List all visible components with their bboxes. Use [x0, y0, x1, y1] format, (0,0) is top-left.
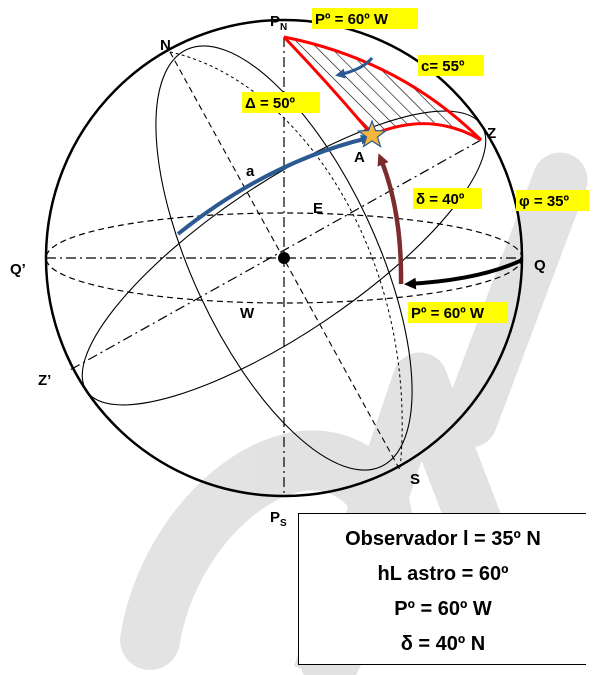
declination-arc [377, 153, 404, 285]
svg-text:φ = 35º: φ = 35º [519, 193, 570, 210]
axis-zenith [69, 139, 482, 371]
hour-angle-arc [404, 258, 523, 290]
info-altitude: hL astro = 60º [377, 563, 509, 585]
label-z-prime: Z’ [38, 372, 51, 389]
triangle-side-pn-z [283, 35, 483, 142]
label-n: N [160, 37, 171, 54]
great-circle-horizon [81, 110, 487, 406]
label-a-small: a [246, 163, 255, 180]
label-a-star: A [354, 149, 365, 166]
svg-text:c= 55º: c= 55º [421, 58, 465, 75]
label-pn: PN [270, 13, 287, 33]
highlight-colatitude: c= 55º [418, 55, 484, 76]
label-w: W [240, 305, 255, 322]
highlight-pole-angle-bottom: Pº = 60º W [408, 302, 508, 323]
label-e: E [313, 200, 323, 217]
highlight-polar-distance: Δ = 50º [242, 92, 320, 113]
svg-text:Pº = 60º W: Pº = 60º W [315, 11, 389, 28]
label-ps: PS [270, 509, 287, 529]
svg-text:δ = 40º: δ = 40º [416, 191, 465, 208]
triangle-side-pn-a [282, 35, 374, 136]
highlight-pole-angle-top: Pº = 60º W [312, 8, 418, 29]
info-observer: Observador l = 35º N [345, 528, 541, 550]
info-pole-angle: Pº = 60º W [394, 598, 492, 620]
label-q: Q [534, 257, 546, 274]
svg-text:Pº = 60º W: Pº = 60º W [411, 305, 485, 322]
altitude-arc [176, 134, 371, 236]
highlight-declination: δ = 40º [413, 188, 482, 209]
info-declination: δ = 40º N [400, 633, 486, 655]
svg-text:Δ = 50º: Δ = 50º [245, 95, 296, 112]
label-s: S [410, 471, 420, 488]
angle-arrow [335, 56, 374, 79]
label-q-prime: Q’ [10, 261, 26, 278]
info-box: Observador l = 35º N hL astro = 60º Pº =… [298, 513, 586, 665]
star-icon [356, 119, 388, 148]
hatched-triangle [284, 37, 481, 140]
label-z: Z [487, 125, 496, 142]
highlight-latitude: φ = 35º [516, 190, 589, 211]
center-point [278, 252, 290, 264]
